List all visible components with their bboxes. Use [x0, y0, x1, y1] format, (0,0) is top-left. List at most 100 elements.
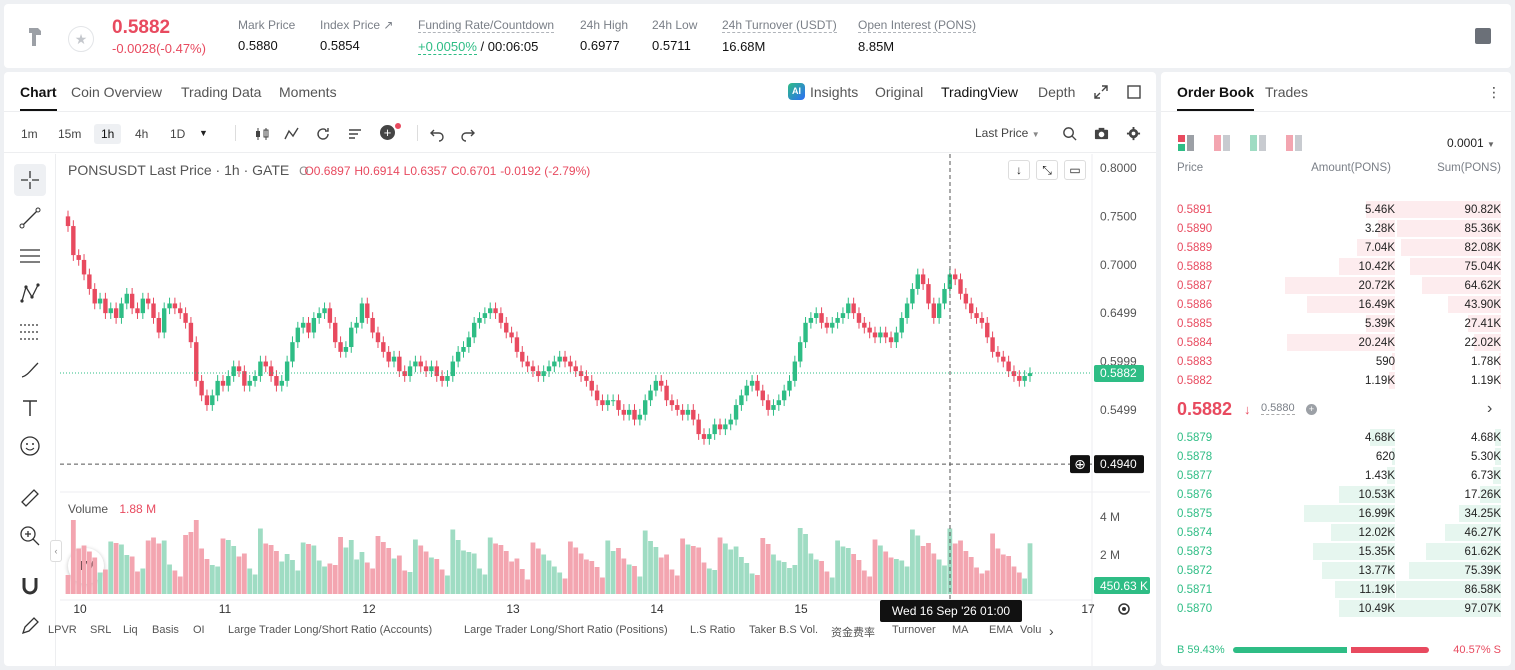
- scroll-left-icon[interactable]: ‹: [50, 540, 62, 562]
- indicator-12[interactable]: EMA: [989, 624, 1013, 636]
- stat-funding-rate[interactable]: Funding Rate/Countdown +0.0050% / 00:06:…: [418, 18, 555, 55]
- ask-row[interactable]: 0.5889 7.04K 82.08K: [1161, 238, 1511, 257]
- indicator-6[interactable]: Large Trader Long/Short Ratio (Positions…: [464, 624, 668, 636]
- text-tool-icon[interactable]: [14, 392, 46, 424]
- plus-icon[interactable]: [1066, 524, 1076, 534]
- stat-index-price[interactable]: Index Price ↗ 0.5854: [320, 18, 394, 53]
- mid-mark-price[interactable]: 0.5880: [1261, 402, 1295, 415]
- ask-row[interactable]: 0.5882 1.19K 1.19K: [1161, 371, 1511, 390]
- zoom-in-tool-icon[interactable]: [14, 520, 46, 552]
- view-both-icon[interactable]: [1178, 135, 1194, 151]
- fib-tool-icon[interactable]: [14, 316, 46, 348]
- notebook-icon[interactable]: [1475, 28, 1491, 44]
- volume-bar: [979, 573, 985, 594]
- indicator-13[interactable]: Volu: [1020, 624, 1042, 636]
- horizontal-lines-tool-icon[interactable]: [14, 240, 46, 272]
- window-icon[interactable]: [1127, 85, 1141, 99]
- volume-bar: [984, 570, 990, 594]
- tab-trades[interactable]: Trades: [1265, 84, 1309, 100]
- indicator-8[interactable]: Taker B.S Vol.: [749, 624, 819, 636]
- favorite-star-icon[interactable]: ★: [68, 26, 94, 52]
- magnet-tool-icon[interactable]: [14, 570, 46, 602]
- ask-row[interactable]: 0.5887 20.72K 64.62K: [1161, 276, 1511, 295]
- view-bids-icon[interactable]: [1250, 135, 1266, 151]
- timeframe-1m[interactable]: 1m: [21, 127, 38, 141]
- indicator-11[interactable]: MA: [952, 624, 969, 636]
- ask-row[interactable]: 0.5891 5.46K 90.82K: [1161, 200, 1511, 219]
- undo-icon[interactable]: [429, 126, 445, 142]
- indicator-1[interactable]: SRL: [90, 624, 112, 636]
- refresh-icon[interactable]: [315, 126, 331, 142]
- timeframe-dropdown-icon[interactable]: ▼: [199, 128, 208, 138]
- emoji-tool-icon[interactable]: [14, 430, 46, 462]
- brush-tool-icon[interactable]: [14, 354, 46, 386]
- indicator-7[interactable]: L.S Ratio: [690, 624, 736, 636]
- collapse-icon[interactable]: ⤡: [1036, 160, 1058, 180]
- bid-row[interactable]: 0.5873 15.35K 61.62K: [1161, 542, 1511, 561]
- indicator-4[interactable]: OI: [193, 624, 205, 636]
- arrow-down-icon[interactable]: ↓: [1008, 160, 1030, 180]
- indicator-2[interactable]: Liq: [123, 624, 138, 636]
- tab-depth[interactable]: Depth: [1038, 84, 1076, 100]
- timeframe-15m[interactable]: 15m: [58, 127, 82, 141]
- ask-row[interactable]: 0.5886 16.49K 43.90K: [1161, 295, 1511, 314]
- indicator-10[interactable]: Turnover: [892, 624, 936, 636]
- axis-settings-icon[interactable]: [1116, 601, 1132, 617]
- bid-row[interactable]: 0.5875 16.99K 34.25K: [1161, 504, 1511, 523]
- view-depth-icon[interactable]: [1286, 135, 1302, 151]
- ask-row[interactable]: 0.5884 20.24K 22.02K: [1161, 333, 1511, 352]
- pattern-tool-icon[interactable]: [14, 278, 46, 310]
- add-indicator-icon[interactable]: +: [380, 125, 395, 140]
- settings-gear-icon[interactable]: [1126, 126, 1141, 141]
- expand-icon[interactable]: [1094, 85, 1108, 99]
- candle-type-icon[interactable]: [254, 126, 270, 142]
- trendline-tool-icon[interactable]: [14, 202, 46, 234]
- volume-bar: [204, 559, 210, 594]
- price-type-select[interactable]: Last Price ▼: [975, 126, 1040, 140]
- chevron-right-icon[interactable]: ›: [1049, 623, 1054, 639]
- ask-row[interactable]: 0.5883 590 1.78K: [1161, 352, 1511, 371]
- tab-coin-overview[interactable]: Coin Overview: [71, 84, 163, 100]
- timeframe-1h[interactable]: 1h: [94, 124, 122, 144]
- timeframe-4h[interactable]: 4h: [135, 127, 149, 141]
- crosshair-tool-icon[interactable]: [14, 164, 46, 196]
- indicator-3[interactable]: Basis: [152, 624, 179, 636]
- pencil-lock-tool-icon[interactable]: [14, 610, 46, 642]
- layout-icon[interactable]: ▭: [1064, 160, 1086, 180]
- bid-row[interactable]: 0.5877 1.43K 6.73K: [1161, 466, 1511, 485]
- bid-row[interactable]: 0.5879 4.68K 4.68K: [1161, 428, 1511, 447]
- info-shield-icon[interactable]: +: [1306, 404, 1317, 415]
- indicator-9[interactable]: 资金费率: [831, 627, 875, 639]
- tab-original[interactable]: Original: [875, 84, 924, 100]
- bid-row[interactable]: 0.5874 12.02K 46.27K: [1161, 523, 1511, 542]
- tab-order-book[interactable]: Order Book: [1177, 84, 1255, 111]
- view-asks-icon[interactable]: [1214, 135, 1230, 151]
- indicator-5[interactable]: Large Trader Long/Short Ratio (Accounts): [228, 624, 433, 636]
- indicators-icon[interactable]: [284, 126, 300, 142]
- bid-row[interactable]: 0.5870 10.49K 97.07K: [1161, 599, 1511, 618]
- row-amount: 15.35K: [1358, 546, 1395, 558]
- bid-row[interactable]: 0.5871 11.19K 86.58K: [1161, 580, 1511, 599]
- tab-moments[interactable]: Moments: [279, 84, 337, 100]
- precision-select[interactable]: 0.0001 ▼: [1447, 136, 1495, 150]
- bid-row[interactable]: 0.5872 13.77K 75.39K: [1161, 561, 1511, 580]
- redo-icon[interactable]: [460, 126, 476, 142]
- ruler-tool-icon[interactable]: [14, 482, 46, 514]
- ask-row[interactable]: 0.5885 5.39K 27.41K: [1161, 314, 1511, 333]
- chevron-right-icon[interactable]: ›: [1487, 400, 1493, 417]
- tab-trading-data[interactable]: Trading Data: [181, 84, 262, 100]
- tab-tradingview[interactable]: TradingView: [941, 84, 1019, 100]
- search-icon[interactable]: [1062, 126, 1077, 141]
- timeframe-1d[interactable]: 1D: [170, 127, 186, 141]
- bid-row[interactable]: 0.5878 620 5.30K: [1161, 447, 1511, 466]
- templates-icon[interactable]: [347, 126, 363, 142]
- tab-chart[interactable]: Chart: [20, 84, 57, 111]
- tab-insights[interactable]: Insights: [810, 84, 859, 100]
- ask-row[interactable]: 0.5888 10.42K 75.04K: [1161, 257, 1511, 276]
- camera-icon[interactable]: [1094, 126, 1109, 141]
- bid-row[interactable]: 0.5876 10.53K 17.26K: [1161, 485, 1511, 504]
- ratio-bar-buy: [1233, 647, 1348, 653]
- ask-row[interactable]: 0.5890 3.28K 85.36K: [1161, 219, 1511, 238]
- more-menu-icon[interactable]: ⋮: [1487, 84, 1501, 100]
- indicator-0[interactable]: LPVR: [48, 624, 77, 636]
